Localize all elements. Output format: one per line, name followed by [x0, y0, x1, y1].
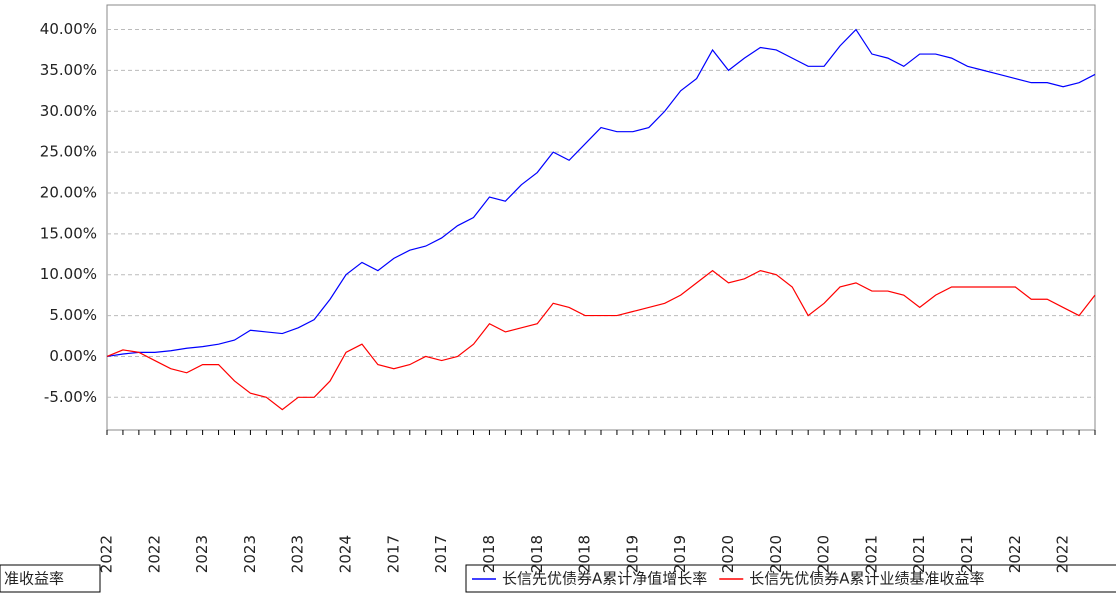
legend-box-left [0, 564, 101, 593]
legend-label: 长信先优债券A累计业绩基准收益率 [749, 570, 984, 588]
x-tick-label: 2022 [1054, 535, 1072, 573]
x-tick-label: 2023 [193, 535, 211, 573]
x-tick-label: 2020 [719, 535, 737, 573]
y-tick-label: 35.00% [40, 61, 97, 79]
y-tick-label: 15.00% [40, 224, 97, 242]
y-tick-label: 0.00% [49, 347, 97, 365]
x-tick-label: 2019 [623, 535, 641, 573]
y-tick-label: 20.00% [40, 183, 97, 201]
x-tick-label: 2018 [528, 535, 546, 573]
y-tick-label: -5.00% [44, 388, 97, 406]
legend-overflow: 准收益率 [4, 570, 64, 588]
x-tick-label: 2019 [671, 535, 689, 573]
y-tick-label: 5.00% [49, 306, 97, 324]
x-tick-label: 2021 [910, 535, 928, 573]
x-tick-label: 2022 [1006, 535, 1024, 573]
legend-box [465, 564, 1116, 593]
series-line [106, 28, 1096, 358]
x-tick-label: 2020 [767, 535, 785, 573]
y-tick-label: 25.00% [40, 143, 97, 161]
x-tick-label: 2021 [862, 535, 880, 573]
y-tick-label: 10.00% [40, 265, 97, 283]
x-tick-label: 2017 [432, 535, 450, 573]
x-tick-label: 2018 [576, 535, 594, 573]
legend-label: 长信先优债券A累计净值增长率 [502, 570, 707, 588]
plot-frame [106, 4, 1096, 431]
x-tick-label: 2017 [384, 535, 402, 573]
x-tick-label: 2022 [145, 535, 163, 573]
series-line [106, 269, 1096, 411]
x-tick-label: 2018 [480, 535, 498, 573]
x-tick-label: 2023 [241, 535, 259, 573]
x-tick-label: 2022 [98, 535, 116, 573]
x-tick-label: 2023 [289, 535, 307, 573]
y-tick-label: 40.00% [40, 20, 97, 38]
x-tick-label: 2024 [337, 535, 355, 573]
y-tick-label: 30.00% [40, 102, 97, 120]
x-tick-label: 2020 [815, 535, 833, 573]
x-tick-label: 2021 [958, 535, 976, 573]
